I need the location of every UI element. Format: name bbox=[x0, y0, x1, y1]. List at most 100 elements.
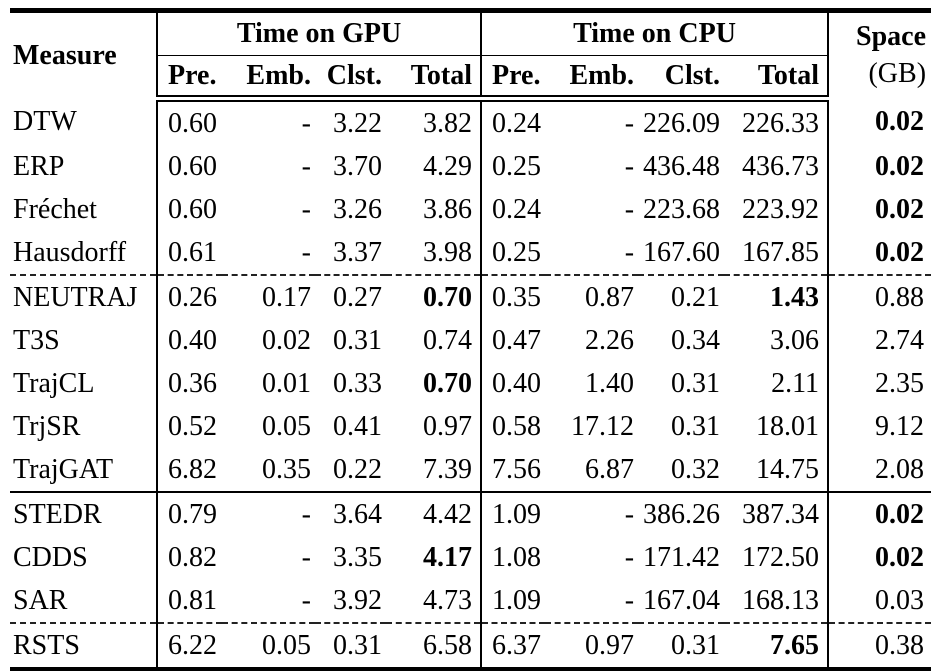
gpu-total-cell: 6.58 bbox=[386, 622, 483, 670]
cpu-subheader-total: Total bbox=[724, 55, 830, 102]
gpu-clst-cell: 3.64 bbox=[315, 491, 386, 536]
cpu-emb-cell: 2.26 bbox=[585, 324, 635, 356]
gpu-emb-cell: - bbox=[301, 150, 311, 182]
cpu-clst-cell: 0.21 bbox=[638, 274, 725, 319]
measure-cell: TrjSR bbox=[10, 405, 158, 448]
gpu-pre-cell: 0.81 bbox=[168, 584, 217, 616]
gpu-pre-cell: 0.26 bbox=[157, 274, 222, 319]
gpu-total-cell: 3.82 bbox=[386, 98, 483, 145]
gpu-total-cell: 0.97 bbox=[386, 405, 483, 448]
space-cell: 2.35 bbox=[875, 367, 925, 399]
cpu-total-cell: 3.06 bbox=[724, 319, 830, 362]
measure-cell: ERP bbox=[10, 145, 158, 188]
gpu-subheader-total: Total bbox=[386, 55, 483, 102]
measure-column-header: Measure bbox=[10, 10, 158, 99]
gpu-emb-cell: 0.05 bbox=[222, 622, 315, 670]
gpu-emb-cell: 0.02 bbox=[262, 324, 311, 356]
gpu-clst-cell: 3.26 bbox=[333, 193, 382, 225]
space-cell: 0.03 bbox=[875, 584, 925, 616]
gpu-total-cell: 0.74 bbox=[386, 319, 483, 362]
cpu-clst-cell: 0.31 bbox=[671, 367, 721, 399]
table-row: STEDR 0.79-3.64 4.42 1.09-386.26 387.34 0.02 bbox=[10, 491, 932, 536]
gpu-total-cell: 4.73 bbox=[386, 579, 483, 623]
cpu-emb-cell: 17.12 bbox=[571, 410, 635, 442]
space-unit-label: (GB) bbox=[868, 57, 927, 89]
cpu-pre-cell: 0.25 bbox=[492, 150, 542, 182]
gpu-group-header: Time on GPU bbox=[157, 10, 483, 56]
cpu-clst-cell: 0.31 bbox=[638, 622, 725, 670]
cpu-total-cell: 2.11 bbox=[724, 362, 830, 405]
cpu-subheader-pre: Pre. bbox=[481, 55, 546, 102]
cpu-pre-cell: 0.35 bbox=[481, 274, 546, 319]
gpu-clst-cell: 0.27 bbox=[315, 274, 386, 319]
measure-cell: RSTS bbox=[10, 622, 158, 670]
space-cell: 2.74 bbox=[875, 324, 925, 356]
space-cell: 0.02 bbox=[875, 105, 925, 137]
cpu-pre-cell: 1.09 bbox=[481, 491, 546, 536]
cpu-emb-cell: 0.97 bbox=[545, 622, 639, 670]
gpu-emb-cell: 0.35 bbox=[262, 453, 311, 485]
measure-cell: T3S bbox=[10, 319, 158, 362]
cpu-pre-cell: 6.37 bbox=[481, 622, 546, 670]
cpu-total-cell: 14.75 bbox=[724, 448, 830, 492]
gpu-pre-cell: 0.61 bbox=[168, 236, 217, 268]
cpu-total-cell: 223.92 bbox=[724, 188, 830, 231]
gpu-clst-cell: 3.70 bbox=[333, 150, 382, 182]
cpu-group-header: Time on CPU bbox=[481, 10, 830, 56]
space-cell: 0.02 bbox=[875, 236, 925, 268]
table-row: SAR 0.81-3.92 4.73 1.09-167.04 168.13 0.03 bbox=[10, 579, 931, 623]
gpu-clst-cell: 0.31 bbox=[315, 622, 386, 670]
gpu-emb-cell: 0.05 bbox=[262, 410, 311, 442]
results-table: Measure Time on GPU Time on CPU Space (G… bbox=[10, 8, 932, 671]
cpu-pre-cell: 7.56 bbox=[492, 453, 542, 485]
header-sub-row: Pre. Emb. Clst. Total Pre. Emb. Clst. To… bbox=[10, 55, 931, 102]
cpu-total-cell: 18.01 bbox=[724, 405, 830, 448]
cpu-pre-cell: 0.40 bbox=[492, 367, 542, 399]
cpu-emb-cell: - bbox=[624, 236, 635, 268]
cpu-emb-cell: - bbox=[624, 541, 635, 573]
cpu-total-cell: 167.85 bbox=[724, 231, 830, 275]
gpu-emb-cell: - bbox=[301, 541, 311, 573]
gpu-pre-cell: 0.79 bbox=[157, 491, 222, 536]
cpu-emb-cell: - bbox=[545, 491, 639, 536]
cpu-emb-cell: - bbox=[624, 584, 635, 616]
gpu-clst-cell: 0.33 bbox=[333, 367, 382, 399]
cpu-emb-cell: 0.87 bbox=[545, 274, 639, 319]
gpu-total-cell: 4.42 bbox=[386, 491, 483, 536]
table-row: Hausdorff 0.61-3.37 3.98 0.25-167.60 167.85 0… bbox=[10, 231, 931, 275]
cpu-emb-cell: - bbox=[624, 107, 635, 139]
gpu-clst-cell: 3.37 bbox=[333, 236, 382, 268]
space-cell: 2.08 bbox=[875, 453, 925, 485]
gpu-pre-cell: 6.22 bbox=[157, 622, 222, 670]
table-row: T3S 0.40 0.02 0.31 0.74 0.47 2.26 0.34 3.06 2.74 bbox=[10, 319, 931, 362]
table-row: TrajGAT 6.82 0.35 0.22 7.39 7.56 6.87 0.32 14.75… bbox=[10, 448, 931, 492]
cpu-clst-cell: 436.48 bbox=[643, 150, 721, 182]
table-row: DTW 0.60-3.22 3.82 0.24-226.09 226.33 0.02 bbox=[10, 98, 931, 145]
measure-cell: TrajGAT bbox=[10, 448, 158, 492]
measure-cell: Fréchet bbox=[10, 188, 158, 231]
measure-cell: STEDR bbox=[10, 491, 158, 536]
gpu-subheader-pre: Pre. bbox=[157, 55, 222, 102]
measure-cell: Hausdorff bbox=[10, 231, 158, 275]
table-row: ERP 0.60-3.70 4.29 0.25-436.48 436.73 0.02 bbox=[10, 145, 931, 188]
space-cell: 0.02 bbox=[875, 150, 925, 182]
gpu-emb-cell: - bbox=[301, 107, 311, 139]
cpu-total-cell: 168.13 bbox=[724, 579, 830, 623]
gpu-total-cell: 4.29 bbox=[386, 145, 483, 188]
table-body: DTW 0.60-3.22 3.82 0.24-226.09 226.33 0.02 ERP… bbox=[10, 98, 932, 670]
cpu-clst-cell: 167.60 bbox=[643, 236, 721, 268]
cpu-clst-cell: 226.09 bbox=[643, 107, 721, 139]
cpu-total-cell: 226.33 bbox=[724, 98, 830, 145]
gpu-emb-cell: - bbox=[222, 491, 315, 536]
cpu-emb-cell: 1.40 bbox=[585, 367, 635, 399]
cpu-pre-cell: 0.58 bbox=[492, 410, 542, 442]
table-row: RSTS 6.22 0.05 0.31 6.58 6.37 0.97 0.31 7.65 0.38 bbox=[10, 622, 932, 670]
cpu-pre-cell: 0.24 bbox=[492, 107, 542, 139]
gpu-emb-cell: - bbox=[301, 193, 311, 225]
gpu-emb-cell: 0.17 bbox=[222, 274, 315, 319]
header-group-row: Measure Time on GPU Time on CPU Space (G… bbox=[10, 10, 931, 99]
cpu-pre-cell: 1.09 bbox=[492, 584, 542, 616]
cpu-total-cell: 172.50 bbox=[724, 536, 830, 579]
cpu-subheader-emb: Emb. bbox=[545, 55, 639, 102]
cpu-clst-cell: 171.42 bbox=[643, 541, 721, 573]
